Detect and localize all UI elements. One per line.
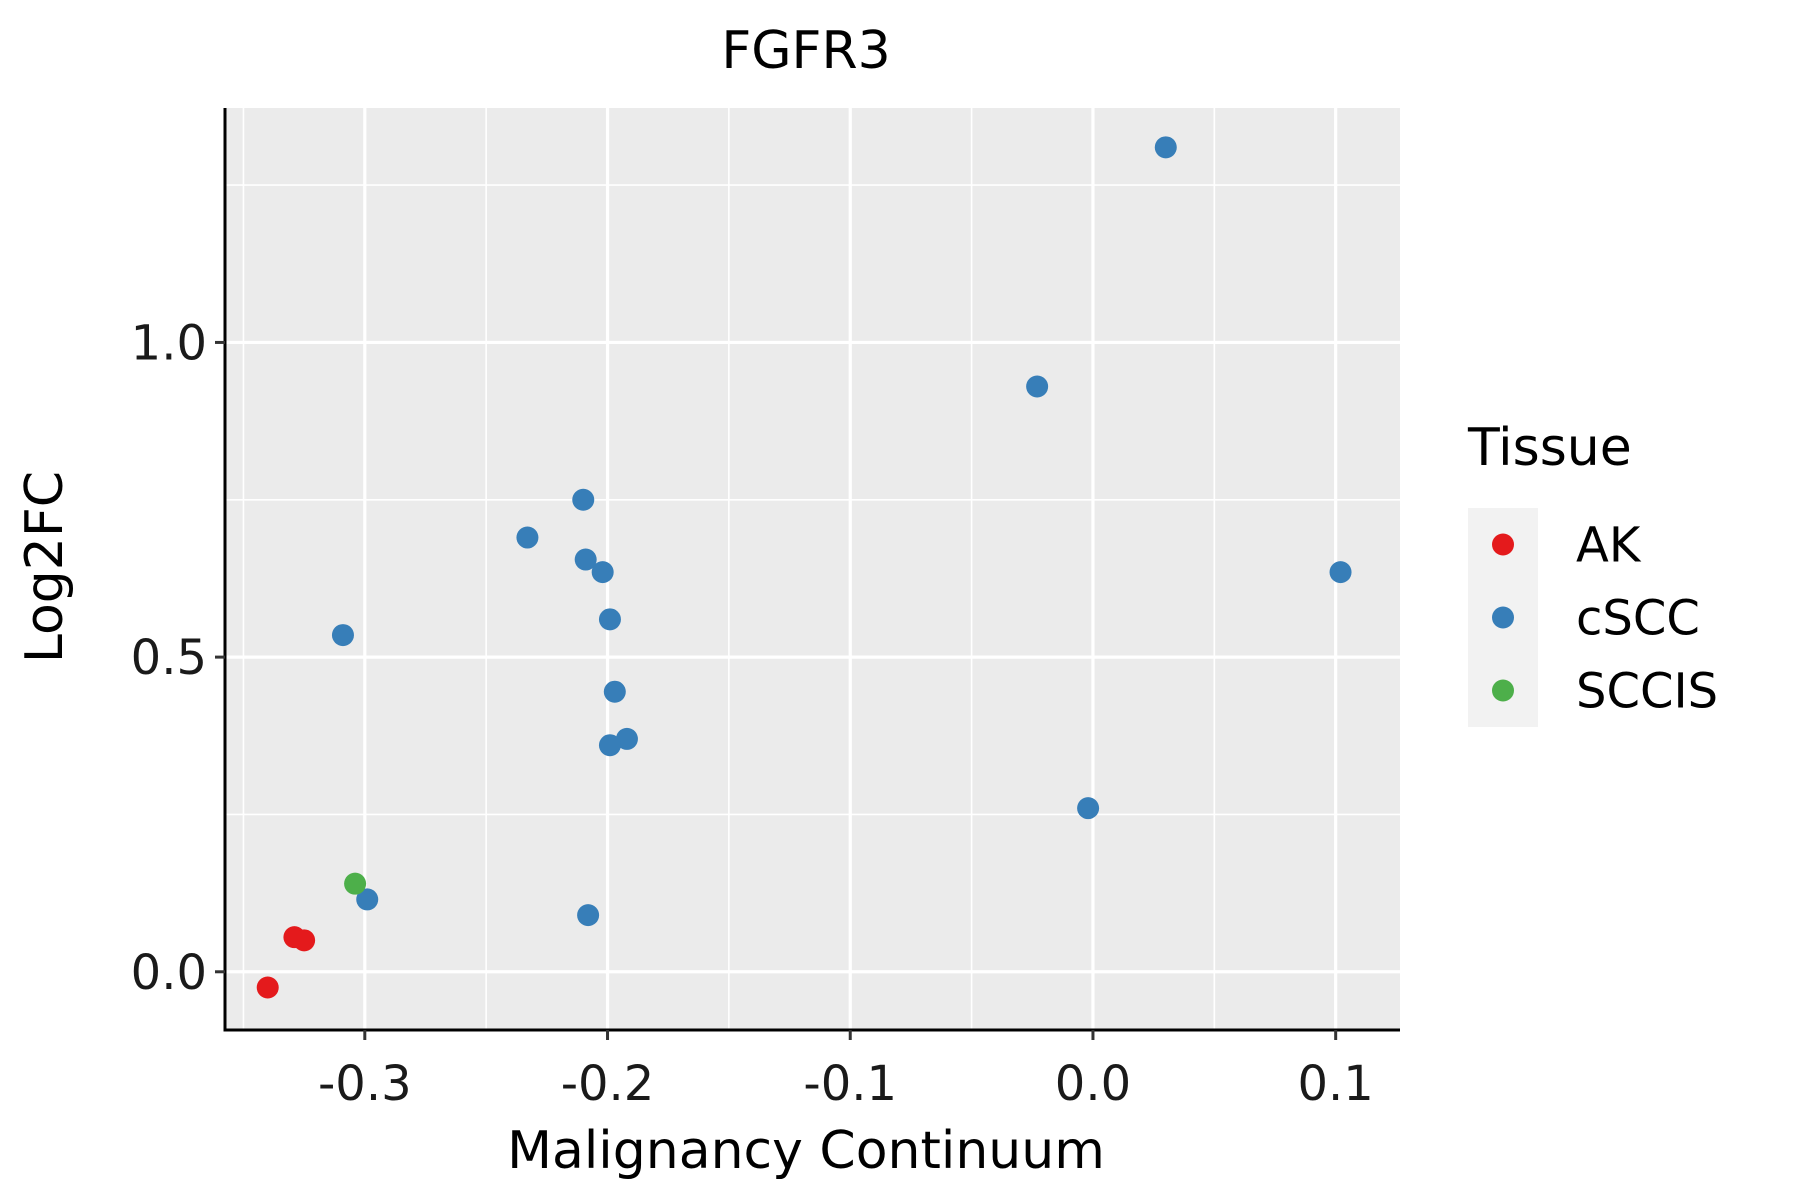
data-point-ak (293, 929, 316, 952)
data-point-sccis (344, 872, 367, 895)
x-tick-label: -0.2 (561, 1056, 655, 1112)
legend-key-sccis (1492, 679, 1514, 702)
legend-title: Tissue (1467, 418, 1632, 478)
legend-label-cscc: cSCC (1576, 591, 1700, 647)
y-tick-label: 1.0 (131, 315, 207, 371)
y-tick-label: 0.5 (131, 630, 207, 686)
legend-label-ak: AK (1576, 518, 1642, 574)
plot-panel (225, 108, 1400, 1030)
data-points (256, 136, 1352, 999)
data-point-cscc (331, 624, 354, 647)
x-tick-label: 0.1 (1298, 1056, 1374, 1112)
data-point-cscc (572, 488, 595, 511)
data-point-cscc (591, 561, 614, 584)
data-point-cscc (1026, 375, 1049, 398)
data-point-cscc (1329, 561, 1352, 584)
data-point-cscc (598, 608, 621, 631)
chart-title: FGFR3 (721, 21, 890, 81)
y-tick-label: 0.0 (131, 945, 207, 1001)
data-point-cscc (574, 548, 597, 571)
data-point-cscc (356, 888, 379, 911)
x-axis-label: Malignancy Continuum (507, 1121, 1105, 1181)
legend-key-ak (1492, 533, 1514, 556)
data-point-cscc (1154, 136, 1177, 159)
panel-background (225, 108, 1400, 1030)
y-axis-label: Log2FC (15, 471, 75, 663)
data-point-cscc (615, 727, 638, 750)
x-tick-label: 0.0 (1055, 1056, 1131, 1112)
x-tick-label: -0.3 (318, 1056, 412, 1112)
data-point-cscc (577, 904, 600, 927)
legend-key-cscc (1492, 606, 1514, 629)
data-point-cscc (603, 680, 626, 703)
data-point-cscc (1077, 797, 1100, 820)
legend-label-sccis: SCCIS (1576, 664, 1718, 720)
axes (215, 108, 1400, 1040)
data-point-cscc (598, 734, 621, 757)
data-point-ak (256, 976, 279, 999)
x-tick-label: -0.1 (803, 1056, 897, 1112)
legend: Tissue AK cSCC SCCIS (1467, 418, 1718, 727)
tick-labels: -0.3 -0.2 -0.1 0.0 0.1 0.0 0.5 1.0 (131, 315, 1374, 1112)
data-point-cscc (516, 526, 539, 549)
